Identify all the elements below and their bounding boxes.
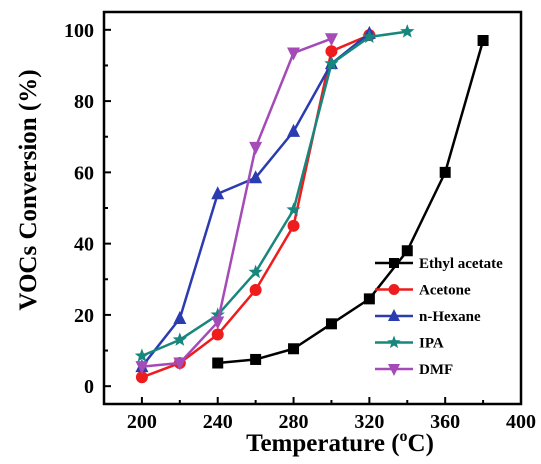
series-line <box>140 32 371 368</box>
series-ethyl-acetate <box>212 35 489 369</box>
data-point <box>249 283 262 296</box>
data-point <box>401 245 413 257</box>
data-point <box>362 29 377 44</box>
data-point <box>210 307 225 321</box>
data-point <box>400 24 415 38</box>
y-tick-label: 40 <box>74 234 94 256</box>
data-point <box>324 56 339 70</box>
axis-ticks: 200 240 280 320 360 400 0 20 40 60 80 100 <box>64 20 536 433</box>
legend-label: DMF <box>419 362 453 378</box>
data-point <box>324 33 338 47</box>
x-axis-title: Temperature (oC) <box>246 428 434 457</box>
legend-marker <box>389 258 399 268</box>
data-point <box>211 186 225 200</box>
data-point <box>135 371 148 384</box>
series-ipa <box>134 24 415 362</box>
data-point <box>249 141 263 155</box>
series-line <box>217 40 485 365</box>
data-point <box>325 318 337 330</box>
x-tick-label: 240 <box>203 411 233 433</box>
data-point <box>212 357 224 369</box>
data-point <box>135 361 149 375</box>
legend-item: DMF <box>375 362 453 378</box>
x-tick-label: 200 <box>127 411 157 433</box>
legend-label: Ethyl acetate <box>419 256 503 272</box>
y-tick-label: 0 <box>84 376 94 398</box>
data-point <box>173 310 187 324</box>
legend-item: Acetone <box>375 283 471 299</box>
legend-marker <box>387 335 401 349</box>
data-point <box>287 123 301 137</box>
data-point <box>134 348 150 362</box>
y-tick-label: 100 <box>64 20 94 42</box>
data-point <box>248 264 263 279</box>
data-point <box>287 47 301 61</box>
y-tick-label: 60 <box>74 162 94 184</box>
x-tick-label: 360 <box>430 411 460 433</box>
data-point <box>172 332 187 346</box>
legend-item: IPA <box>375 335 444 352</box>
legend-label: Acetone <box>419 283 471 299</box>
legend-item: Ethyl acetate <box>375 256 503 272</box>
data-point <box>211 328 224 341</box>
series-line <box>141 37 332 368</box>
series-line <box>141 30 408 358</box>
data-point <box>286 202 301 216</box>
y-tick-label: 80 <box>74 91 94 113</box>
data-point <box>249 170 263 184</box>
series-n-hexane <box>135 25 376 373</box>
legend-label: IPA <box>419 336 444 352</box>
y-tick-label: 20 <box>74 305 94 327</box>
x-tick-label: 280 <box>279 411 309 433</box>
x-tick-label: 320 <box>354 411 384 433</box>
data-point <box>211 316 225 330</box>
legend-marker <box>388 309 400 321</box>
data-point <box>287 219 300 232</box>
legend-item: n-Hexane <box>375 309 481 325</box>
y-axis-title: VOCs Conversion (%) <box>15 69 42 310</box>
series-layer <box>134 24 489 384</box>
legend-label: n-Hexane <box>419 309 481 325</box>
x-tick-label: 400 <box>506 411 536 433</box>
data-point <box>325 45 338 58</box>
data-point <box>288 343 300 355</box>
data-point <box>363 293 375 305</box>
legend-marker <box>388 364 400 376</box>
legend-marker <box>388 284 400 295</box>
data-point <box>477 35 489 47</box>
data-point <box>439 166 451 178</box>
legend: Ethyl acetate Acetone n-Hexane IPA DMF <box>375 256 503 378</box>
series-dmf <box>135 33 338 375</box>
data-point <box>250 353 262 365</box>
data-point <box>173 357 187 371</box>
